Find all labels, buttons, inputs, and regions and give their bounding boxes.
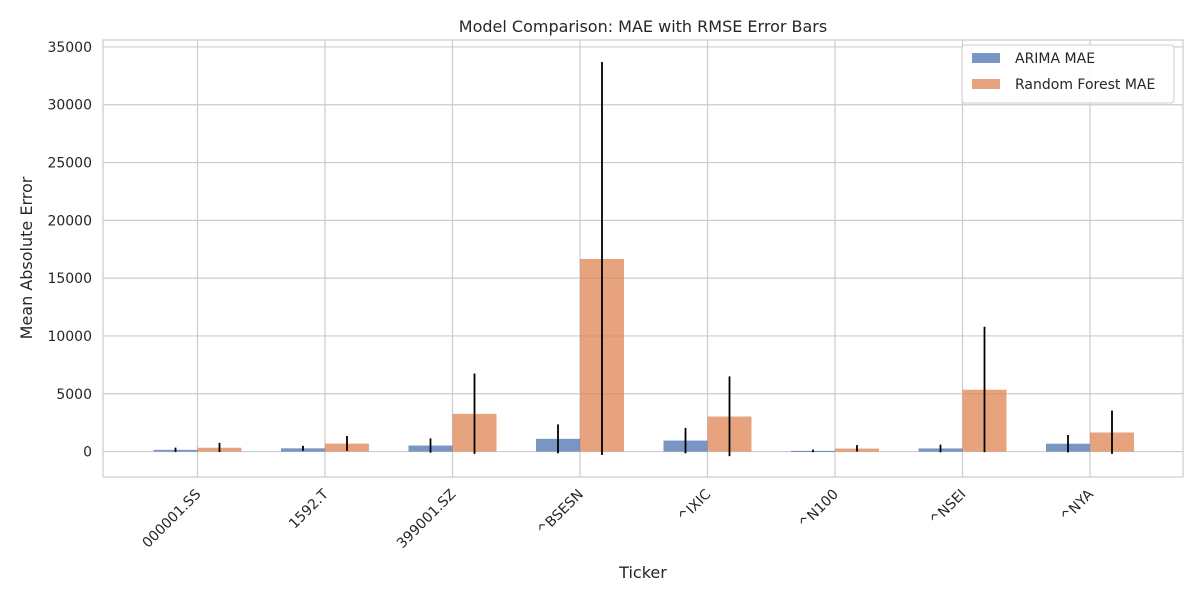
legend-label-random-forest: Random Forest MAE xyxy=(1015,77,1155,93)
legend-box xyxy=(961,44,1175,104)
y-axis-ticks: 0 5000 10000 15000 20000 25000 30000 35000 xyxy=(47,40,92,461)
y-tick-label: 30000 xyxy=(47,98,92,114)
y-tick-label: 25000 xyxy=(47,156,92,172)
y-tick-label: 35000 xyxy=(47,40,92,56)
y-tick-label: 5000 xyxy=(56,387,92,403)
error-bars xyxy=(174,61,1113,457)
legend: ARIMA MAE Random Forest MAE xyxy=(961,44,1175,104)
y-tick-label: 10000 xyxy=(47,329,92,345)
legend-swatch-arima xyxy=(972,53,1000,63)
grid-lines xyxy=(103,40,1183,477)
y-tick-label: 0 xyxy=(83,445,92,461)
y-axis-label: Mean Absolute Error xyxy=(17,176,36,339)
plot-frame xyxy=(102,39,1184,478)
legend-swatch-random-forest xyxy=(972,79,1000,89)
y-tick-label: 20000 xyxy=(47,213,92,229)
legend-label-arima: ARIMA MAE xyxy=(1015,51,1095,67)
x-axis-label: Ticker xyxy=(618,563,667,582)
chart-title: Model Comparison: MAE with RMSE Error Ba… xyxy=(459,17,827,36)
y-tick-label: 15000 xyxy=(47,271,92,287)
